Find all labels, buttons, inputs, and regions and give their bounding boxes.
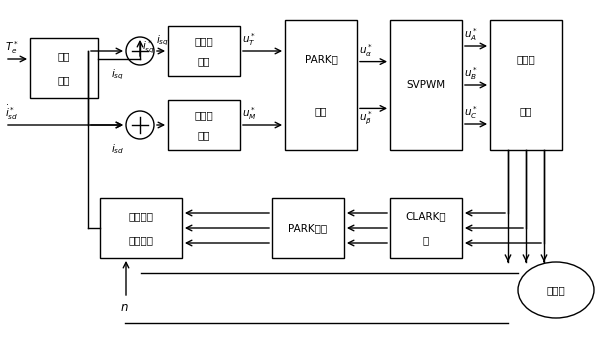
Bar xyxy=(272,198,344,258)
Text: $i_{sq}$: $i_{sq}$ xyxy=(111,68,124,82)
Text: $u_C^*$: $u_C^*$ xyxy=(464,104,478,121)
Text: 转矩调: 转矩调 xyxy=(195,36,213,46)
Text: $i_{sd}$: $i_{sd}$ xyxy=(111,142,124,156)
Text: $u_B^*$: $u_B^*$ xyxy=(464,65,478,82)
Text: 变器: 变器 xyxy=(519,106,532,116)
Text: $u_{\beta}^*$: $u_{\beta}^*$ xyxy=(359,109,373,127)
Text: 三相逆: 三相逆 xyxy=(516,54,535,64)
Text: $u_T^*$: $u_T^*$ xyxy=(242,31,256,48)
Text: $i_{sq}$: $i_{sq}$ xyxy=(156,34,169,48)
Text: 节器: 节器 xyxy=(198,56,210,66)
Text: PARK逆: PARK逆 xyxy=(304,54,337,64)
Text: 转矩: 转矩 xyxy=(58,51,70,61)
Text: 转矩计算: 转矩计算 xyxy=(128,211,153,221)
Bar xyxy=(30,38,98,98)
Circle shape xyxy=(126,111,154,139)
Bar xyxy=(168,26,240,76)
Text: 换: 换 xyxy=(423,235,429,245)
Text: 磁通计算: 磁通计算 xyxy=(128,235,153,245)
Circle shape xyxy=(126,37,154,65)
Text: $T_e^*$: $T_e^*$ xyxy=(5,39,19,56)
Text: 变换: 变换 xyxy=(315,106,327,116)
Text: $u_{\alpha}^*$: $u_{\alpha}^*$ xyxy=(359,42,373,59)
Bar xyxy=(285,20,357,150)
Text: $\dot{i}_{sd}^*$: $\dot{i}_{sd}^*$ xyxy=(5,104,18,122)
Text: SVPWM: SVPWM xyxy=(406,80,446,90)
Bar xyxy=(390,198,462,258)
Bar xyxy=(490,20,562,150)
Text: $n$: $n$ xyxy=(120,301,128,314)
Bar xyxy=(168,100,240,150)
Bar xyxy=(100,198,182,258)
Text: 计算: 计算 xyxy=(58,75,70,85)
Text: PARK变换: PARK变换 xyxy=(289,223,328,233)
Bar xyxy=(390,20,462,150)
Text: $i_{sq}^*$: $i_{sq}^*$ xyxy=(142,39,155,56)
Text: 电动机: 电动机 xyxy=(547,285,565,295)
Text: 磁通调: 磁通调 xyxy=(195,110,213,120)
Text: CLARK变: CLARK变 xyxy=(406,211,446,221)
Ellipse shape xyxy=(518,262,594,318)
Text: 节器: 节器 xyxy=(198,130,210,140)
Text: $u_A^*$: $u_A^*$ xyxy=(464,26,478,43)
Text: $u_M^*$: $u_M^*$ xyxy=(242,105,256,122)
